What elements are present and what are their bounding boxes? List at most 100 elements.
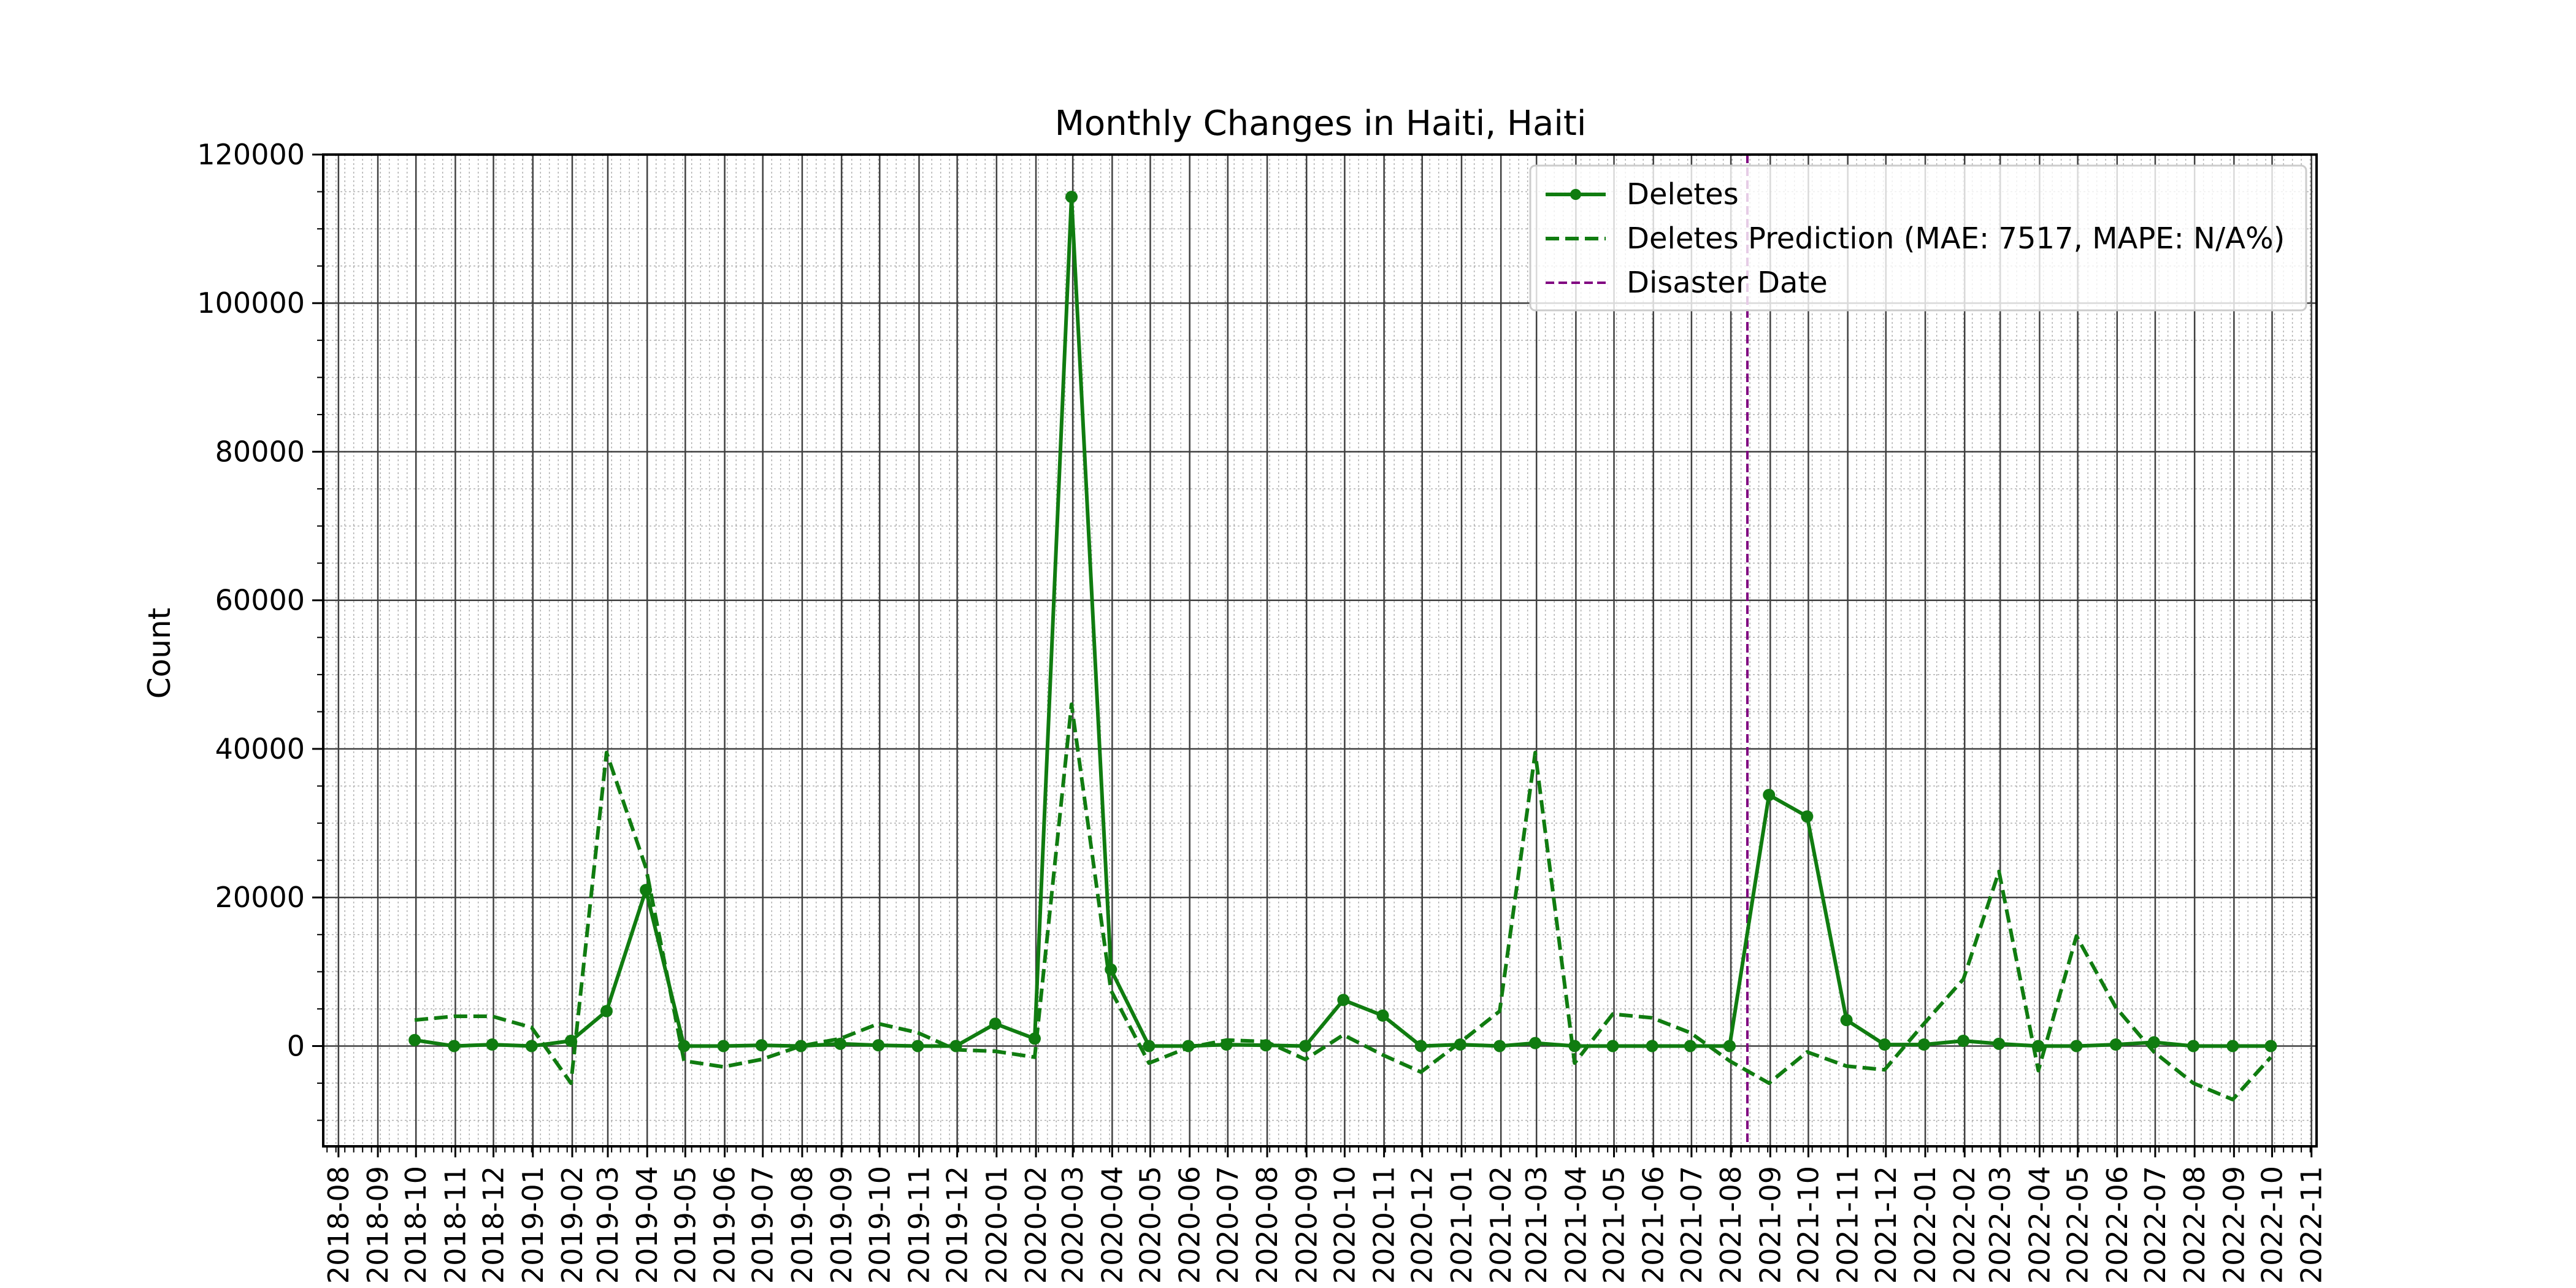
deletes-point bbox=[1028, 1032, 1041, 1045]
deletes-point bbox=[2147, 1036, 2160, 1049]
chart-title: Monthly Changes in Haiti, Haiti bbox=[1055, 104, 1587, 144]
deletes-point bbox=[1414, 1040, 1427, 1052]
x-tick-label: 2022-01 bbox=[1909, 1166, 1942, 1284]
x-tick-label: 2020-12 bbox=[1406, 1166, 1439, 1284]
x-tick-label: 2021-01 bbox=[1445, 1166, 1478, 1284]
x-tick-label: 2022-08 bbox=[2178, 1166, 2211, 1284]
deletes-point bbox=[678, 1040, 691, 1052]
deletes-point bbox=[1993, 1037, 2006, 1050]
x-tick-label: 2020-05 bbox=[1133, 1166, 1167, 1284]
x-tick-label: 2022-02 bbox=[1948, 1166, 1981, 1284]
y-tick-label: 40000 bbox=[215, 732, 305, 765]
y-axis-label: Count bbox=[142, 608, 177, 699]
deletes-point bbox=[755, 1039, 768, 1052]
deletes-point bbox=[525, 1040, 538, 1052]
x-tick-label: 2021-05 bbox=[1598, 1166, 1631, 1284]
x-tick-label: 2018-10 bbox=[399, 1166, 432, 1284]
x-tick-label: 2022-05 bbox=[2061, 1166, 2095, 1284]
deletes-point bbox=[1606, 1040, 1619, 1052]
y-tick-label: 60000 bbox=[215, 584, 305, 617]
x-tick-label: 2020-03 bbox=[1056, 1166, 1089, 1284]
x-tick-label: 2020-01 bbox=[980, 1166, 1013, 1284]
x-tick-label: 2022-04 bbox=[2023, 1166, 2056, 1284]
legend-prediction-label: Deletes Prediction (MAE: 7517, MAPE: N/A… bbox=[1627, 221, 2285, 256]
x-tick-label: 2020-02 bbox=[1019, 1166, 1052, 1284]
legend-box bbox=[1529, 164, 2307, 312]
deletes-point bbox=[2226, 1040, 2239, 1052]
x-tick-label: 2022-10 bbox=[2256, 1166, 2289, 1284]
x-tick-label: 2019-02 bbox=[556, 1166, 589, 1284]
plot-frame bbox=[322, 153, 2318, 1148]
x-tick-label: 2018-11 bbox=[439, 1166, 472, 1284]
deletes-point bbox=[1529, 1037, 1542, 1049]
deletes-point bbox=[717, 1040, 730, 1052]
deletes-point bbox=[1917, 1038, 1930, 1051]
y-tick-label: 100000 bbox=[197, 286, 305, 320]
legend: Deletes Deletes Prediction (MAE: 7517, M… bbox=[1529, 164, 2307, 312]
deletes-point bbox=[408, 1033, 421, 1046]
legend-deletes-marker bbox=[1570, 189, 1581, 200]
x-tick-label: 2022-11 bbox=[2295, 1166, 2328, 1284]
deletes-point bbox=[1646, 1040, 1658, 1052]
deletes-point bbox=[1299, 1040, 1312, 1052]
deletes-point bbox=[2109, 1038, 2122, 1051]
deletes-point bbox=[1801, 810, 1814, 823]
deletes-point bbox=[2264, 1040, 2277, 1052]
x-tick-label: 2020-04 bbox=[1095, 1166, 1129, 1284]
axes-layer: 0 20000 40000 60000 80000 100000 120000 2018-08… bbox=[197, 138, 2328, 1284]
x-tick-label: 2021-07 bbox=[1675, 1166, 1708, 1284]
deletes-point bbox=[989, 1018, 1002, 1030]
deletes-point bbox=[794, 1040, 807, 1052]
deletes-point bbox=[1684, 1040, 1696, 1052]
deletes-point bbox=[2070, 1040, 2083, 1052]
x-tick-label: 2018-12 bbox=[477, 1166, 510, 1284]
deletes-point bbox=[1723, 1040, 1736, 1052]
x-tick-label: 2019-01 bbox=[516, 1166, 550, 1284]
deletes-point bbox=[834, 1037, 847, 1050]
deletes-point bbox=[1763, 789, 1776, 802]
x-tick-label: 2021-09 bbox=[1754, 1166, 1787, 1284]
deletes-prediction-line bbox=[414, 702, 2272, 1102]
deletes-point bbox=[600, 1005, 613, 1018]
x-tick-label: 2021-12 bbox=[1869, 1166, 1903, 1284]
x-tick-label: 2022-03 bbox=[1984, 1166, 2017, 1284]
deletes-point bbox=[1493, 1040, 1506, 1052]
x-tick-label: 2019-06 bbox=[708, 1166, 742, 1284]
x-tick-label: 2021-02 bbox=[1484, 1166, 1517, 1284]
x-tick-label: 2019-10 bbox=[863, 1166, 896, 1284]
x-tick-label: 2020-09 bbox=[1290, 1166, 1323, 1284]
deletes-point bbox=[1337, 994, 1350, 1006]
x-tick-label: 2019-05 bbox=[669, 1166, 702, 1284]
x-tick-label: 2020-10 bbox=[1328, 1166, 1361, 1284]
x-tick-label: 2018-09 bbox=[361, 1166, 394, 1284]
legend-deletes-label: Deletes bbox=[1627, 177, 1739, 212]
deletes-point bbox=[2187, 1040, 2200, 1052]
deletes-point bbox=[1143, 1040, 1156, 1052]
x-tick-label: 2020-08 bbox=[1251, 1166, 1284, 1284]
x-tick-label: 2018-08 bbox=[322, 1166, 355, 1284]
deletes-point bbox=[911, 1040, 924, 1052]
deletes-line bbox=[414, 195, 2271, 1048]
y-tick-label: 120000 bbox=[197, 138, 305, 171]
x-tick-label: 2021-10 bbox=[1792, 1166, 1825, 1284]
x-tick-label: 2022-09 bbox=[2217, 1166, 2250, 1284]
x-tick-label: 2019-03 bbox=[591, 1166, 624, 1284]
x-tick-label: 2019-09 bbox=[825, 1166, 858, 1284]
x-tick-label: 2021-03 bbox=[1520, 1166, 1553, 1284]
x-tick-label: 2019-04 bbox=[631, 1166, 664, 1284]
series-layer bbox=[408, 191, 2277, 1102]
x-tick-label: 2019-11 bbox=[902, 1166, 935, 1284]
x-tick-label: 2020-11 bbox=[1368, 1166, 1401, 1284]
y-tick-label: 80000 bbox=[215, 435, 305, 468]
deletes-point bbox=[872, 1039, 885, 1052]
x-tick-label: 2022-06 bbox=[2101, 1166, 2134, 1284]
x-tick-label: 2019-08 bbox=[786, 1166, 819, 1284]
x-tick-label: 2019-07 bbox=[746, 1166, 780, 1284]
x-tick-label: 2020-06 bbox=[1173, 1166, 1206, 1284]
deletes-point bbox=[486, 1038, 499, 1051]
x-tick-label: 2021-08 bbox=[1714, 1166, 1747, 1284]
x-tick-label: 2021-06 bbox=[1637, 1166, 1670, 1284]
x-tick-label: 2021-11 bbox=[1831, 1166, 1865, 1284]
